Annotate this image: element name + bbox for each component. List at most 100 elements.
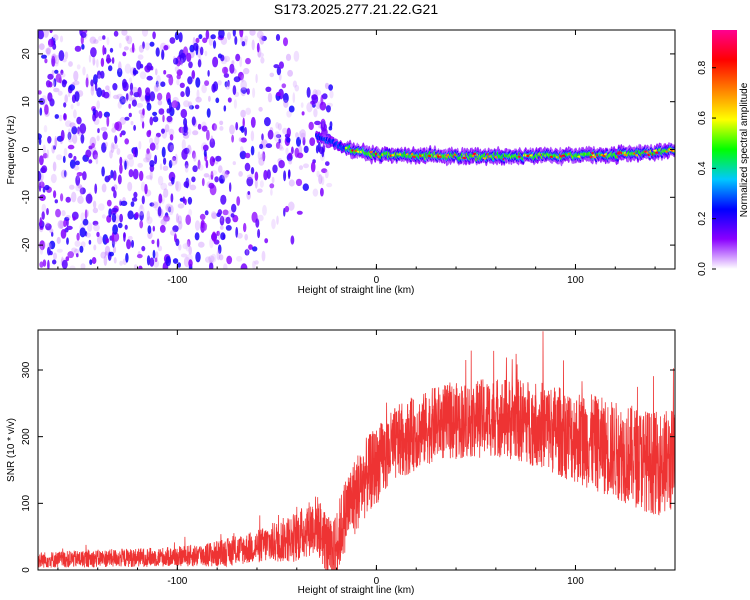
spectrogram-cell bbox=[142, 41, 145, 49]
spectrogram-cell bbox=[232, 30, 236, 37]
spectrogram-cell bbox=[195, 37, 200, 44]
spectrogram-cell bbox=[75, 184, 81, 192]
spectrogram-cell bbox=[126, 239, 132, 250]
spectrogram-cell bbox=[174, 153, 178, 165]
spectrogram-cell bbox=[49, 30, 53, 34]
spectrogram-cell bbox=[101, 214, 106, 219]
spectrogram-cell bbox=[108, 65, 113, 72]
spectrogram-cell bbox=[170, 157, 177, 166]
spectrogram-cell bbox=[140, 94, 146, 101]
spectrogram-cell bbox=[245, 107, 251, 116]
spectrogram-cell bbox=[222, 209, 229, 216]
spectrogram-cell bbox=[229, 124, 235, 135]
spectrogram-cell bbox=[105, 237, 110, 244]
spectrogram-cell bbox=[296, 210, 303, 215]
spectrogram-cell bbox=[162, 114, 165, 123]
spectrogram-cell bbox=[156, 75, 161, 85]
spectrogram-cell bbox=[44, 104, 49, 115]
spectrogram-cell bbox=[264, 238, 269, 244]
spectrogram-cell bbox=[175, 238, 180, 247]
spectrogram-cell bbox=[103, 255, 108, 266]
spectrogram-cell bbox=[45, 47, 51, 55]
spectrogram-cell bbox=[59, 220, 64, 229]
spectrogram-cell bbox=[129, 82, 134, 92]
spectrogram-cell bbox=[42, 186, 46, 193]
spectrogram-cell bbox=[67, 251, 74, 259]
spectrogram-cell bbox=[133, 124, 137, 131]
spectrogram-cell bbox=[208, 175, 212, 180]
spectrogram-cell bbox=[266, 169, 271, 180]
spectrogram-cell bbox=[233, 99, 237, 109]
spectrogram-cell bbox=[187, 196, 193, 205]
spectrogram-cell bbox=[163, 188, 169, 198]
snr-xtick-label: 0 bbox=[374, 576, 380, 587]
spectrogram-cell bbox=[208, 95, 211, 102]
spectrogram-cell bbox=[224, 81, 228, 88]
spectrogram-cell bbox=[325, 161, 330, 167]
spectrogram-cell bbox=[38, 43, 45, 50]
spectrogram-cell bbox=[220, 215, 223, 222]
spectrogram-cell bbox=[52, 161, 57, 172]
spectrogram-cell bbox=[110, 169, 114, 179]
spectrogram-cell bbox=[239, 146, 244, 153]
spectrogram-cell bbox=[162, 165, 169, 171]
spectrogram-cell bbox=[98, 110, 103, 119]
spectrogram-cell bbox=[45, 222, 50, 227]
spectrogram-cell bbox=[146, 102, 152, 111]
spectrogram-cell bbox=[139, 71, 147, 80]
spectrogram-cell bbox=[271, 176, 275, 184]
spectrogram-cell bbox=[112, 83, 118, 91]
spectrogram-cell bbox=[186, 144, 192, 155]
spectrogram-cell bbox=[258, 157, 265, 166]
spectrogram-cell bbox=[255, 73, 258, 84]
spectrogram-cell bbox=[240, 125, 245, 133]
spectrogram-cell bbox=[73, 109, 77, 119]
spectrogram-cell bbox=[122, 51, 127, 57]
spectrogram-cell bbox=[261, 151, 265, 160]
spectrogram-cell bbox=[96, 235, 103, 245]
spectrogram-cell bbox=[71, 247, 77, 253]
spectrogram-cell bbox=[151, 239, 155, 245]
spectrogram-cell bbox=[168, 204, 174, 216]
spectrogram-cell bbox=[254, 171, 259, 181]
spectrogram-cell bbox=[48, 38, 54, 48]
spectrogram-cell bbox=[144, 42, 150, 51]
spectrogram-cell bbox=[235, 122, 239, 131]
spectrogram-cell bbox=[44, 58, 48, 64]
spectrogram-cell bbox=[176, 74, 181, 80]
spectrogram-cell bbox=[131, 42, 135, 53]
spectrogram-cell bbox=[275, 141, 281, 149]
spectrogram-cell bbox=[149, 257, 155, 267]
spectrogram-cell bbox=[320, 123, 327, 132]
spectrogram-cell bbox=[66, 225, 73, 230]
spectrogram-cell bbox=[321, 168, 328, 174]
spectrogram-cell bbox=[104, 245, 111, 256]
spectrogram-cell bbox=[155, 132, 161, 138]
spectrogram-cell bbox=[211, 123, 217, 131]
spectrogram-cell bbox=[55, 208, 61, 218]
spectrogram-xtick-label: 0 bbox=[374, 275, 380, 286]
spectrogram-cell bbox=[102, 131, 108, 141]
spectrogram-cell bbox=[77, 184, 82, 189]
spectrogram-cell bbox=[288, 179, 295, 187]
spectrogram-cell bbox=[177, 215, 182, 225]
spectrogram-cell bbox=[51, 55, 56, 67]
spectrogram-cell bbox=[141, 245, 146, 252]
spectrogram-cell bbox=[263, 169, 268, 181]
spectrogram-cell bbox=[116, 93, 124, 100]
spectrogram-cell bbox=[315, 89, 322, 96]
spectrogram-cell bbox=[245, 152, 251, 159]
spectrogram-cell bbox=[169, 134, 174, 141]
spectrogram-cell bbox=[67, 144, 75, 150]
spectrogram-cell bbox=[124, 138, 129, 145]
spectrogram-cell bbox=[233, 76, 241, 83]
spectrogram-cell bbox=[119, 163, 123, 174]
spectrogram-cell bbox=[68, 152, 73, 159]
spectrogram-cell bbox=[181, 139, 186, 151]
spectrogram-cell bbox=[47, 246, 51, 256]
spectrogram-cell bbox=[103, 91, 110, 99]
spectrogram-cell bbox=[161, 49, 165, 60]
spectrogram-cell bbox=[240, 86, 247, 97]
spectrogram-cell bbox=[267, 92, 273, 103]
spectrogram-cell bbox=[188, 259, 193, 268]
